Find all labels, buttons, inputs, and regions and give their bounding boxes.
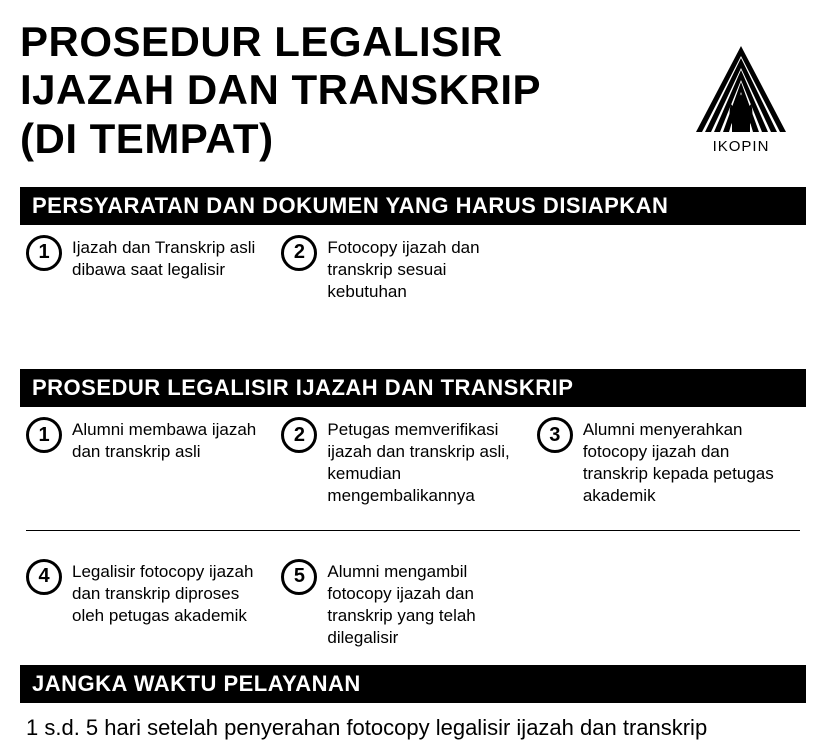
section-heading-duration: JANGKA WAKTU PELAYANAN — [20, 665, 806, 703]
step-number: 2 — [281, 235, 317, 271]
logo: IKOPIN — [696, 46, 786, 155]
procedure-divider — [26, 530, 800, 531]
step-number: 1 — [26, 235, 62, 271]
title-line-3: (DI TEMPAT) — [20, 115, 274, 162]
procedure-item: 3 Alumni menyerahkan fotocopy ijazah dan… — [537, 417, 792, 507]
procedure-item: 5 Alumni mengambil fotocopy ijazah dan t… — [281, 559, 536, 649]
logo-label: IKOPIN — [713, 138, 770, 155]
step-number: 2 — [281, 417, 317, 453]
procedure-text: Alumni membawa ijazah dan transkrip asli — [72, 417, 265, 463]
procedure-item: 1 Alumni membawa ijazah dan transkrip as… — [26, 417, 281, 507]
requirements-items: 1 Ijazah dan Transkrip asli dibawa saat … — [20, 225, 806, 319]
procedure-item: 2 Petugas memverifikasi ijazah dan trans… — [281, 417, 536, 507]
procedure-text: Alumni mengambil fotocopy ijazah dan tra… — [327, 559, 520, 649]
step-number: 5 — [281, 559, 317, 595]
requirement-item: 1 Ijazah dan Transkrip asli dibawa saat … — [26, 235, 281, 303]
ikopin-logo-icon — [696, 46, 786, 132]
procedure-row-2: 4 Legalisir fotocopy ijazah dan transkri… — [20, 549, 806, 665]
requirement-text: Ijazah dan Transkrip asli dibawa saat le… — [72, 235, 265, 281]
procedure-row-1: 1 Alumni membawa ijazah dan transkrip as… — [20, 407, 806, 523]
header-row: PROSEDUR LEGALISIR IJAZAH DAN TRANSKRIP … — [20, 18, 806, 163]
procedure-text: Alumni menyerahkan fotocopy ijazah dan t… — [583, 417, 776, 507]
section-heading-requirements: PERSYARATAN DAN DOKUMEN YANG HARUS DISIA… — [20, 187, 806, 225]
section-heading-procedure: PROSEDUR LEGALISIR IJAZAH DAN TRANSKRIP — [20, 369, 806, 407]
procedure-text: Petugas memverifikasi ijazah dan transkr… — [327, 417, 520, 507]
title-line-2: IJAZAH DAN TRANSKRIP — [20, 66, 541, 113]
requirement-text: Fotocopy ijazah dan transkrip sesuai keb… — [327, 235, 520, 303]
step-number: 1 — [26, 417, 62, 453]
procedure-item: 4 Legalisir fotocopy ijazah dan transkri… — [26, 559, 281, 649]
title-line-1: PROSEDUR LEGALISIR — [20, 18, 503, 65]
duration-text: 1 s.d. 5 hari setelah penyerahan fotocop… — [20, 703, 806, 753]
procedure-text: Legalisir fotocopy ijazah dan transkrip … — [72, 559, 265, 627]
page-title: PROSEDUR LEGALISIR IJAZAH DAN TRANSKRIP … — [20, 18, 541, 163]
step-number: 3 — [537, 417, 573, 453]
step-number: 4 — [26, 559, 62, 595]
requirement-item: 2 Fotocopy ijazah dan transkrip sesuai k… — [281, 235, 536, 303]
